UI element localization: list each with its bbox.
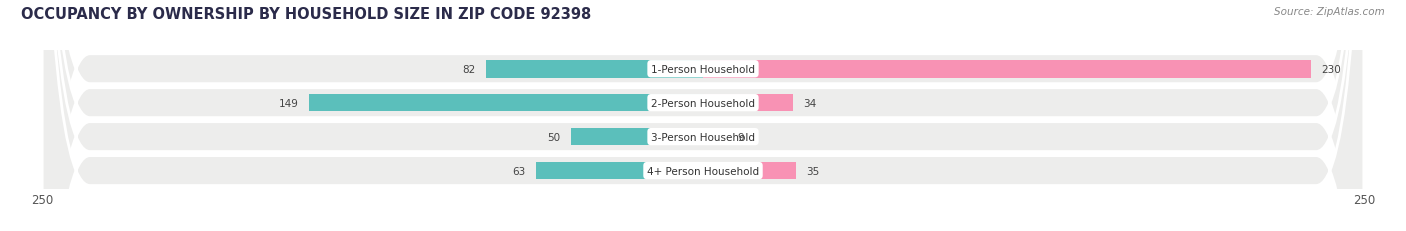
FancyBboxPatch shape — [42, 0, 1364, 231]
Text: 1-Person Household: 1-Person Household — [651, 64, 755, 74]
Bar — [537, 162, 703, 180]
Bar — [309, 94, 703, 112]
Bar — [703, 162, 796, 180]
Text: 149: 149 — [278, 98, 298, 108]
FancyBboxPatch shape — [42, 0, 1364, 231]
Text: 35: 35 — [806, 166, 820, 176]
Text: Source: ZipAtlas.com: Source: ZipAtlas.com — [1274, 7, 1385, 17]
Bar — [703, 94, 793, 112]
Bar — [571, 128, 703, 146]
Text: 3-Person Household: 3-Person Household — [651, 132, 755, 142]
Text: 50: 50 — [547, 132, 560, 142]
Bar — [486, 61, 703, 78]
FancyBboxPatch shape — [42, 0, 1364, 231]
Text: OCCUPANCY BY OWNERSHIP BY HOUSEHOLD SIZE IN ZIP CODE 92398: OCCUPANCY BY OWNERSHIP BY HOUSEHOLD SIZE… — [21, 7, 592, 22]
Text: 34: 34 — [803, 98, 817, 108]
Text: 4+ Person Household: 4+ Person Household — [647, 166, 759, 176]
FancyBboxPatch shape — [42, 0, 1364, 231]
Text: 82: 82 — [463, 64, 475, 74]
Text: 9: 9 — [737, 132, 744, 142]
Text: 63: 63 — [513, 166, 526, 176]
Text: 230: 230 — [1322, 64, 1341, 74]
Bar — [703, 61, 1310, 78]
Text: 2-Person Household: 2-Person Household — [651, 98, 755, 108]
Bar — [703, 128, 727, 146]
